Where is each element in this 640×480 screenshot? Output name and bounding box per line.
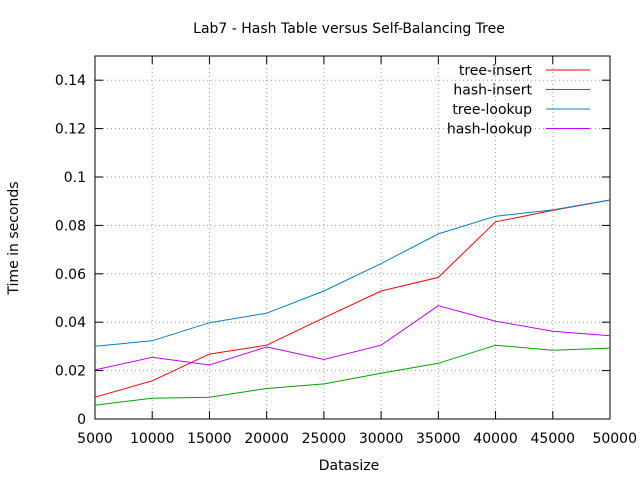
series-line-hash-insert bbox=[94, 344, 611, 406]
series-line-tree-insert bbox=[94, 199, 611, 398]
series-line-hash-lookup bbox=[94, 305, 611, 371]
x-tick-label: 5000 bbox=[77, 431, 113, 447]
x-tick-label: 20000 bbox=[244, 431, 289, 447]
x-tick-label: 25000 bbox=[302, 431, 347, 447]
x-tick-label: 50000 bbox=[592, 431, 637, 447]
series-lines bbox=[94, 199, 611, 406]
y-tick-label: 0.06 bbox=[55, 267, 86, 283]
y-tick-label: 0 bbox=[77, 412, 86, 428]
x-tick-label: 30000 bbox=[359, 431, 404, 447]
y-tick-label: 0.1 bbox=[64, 170, 86, 186]
x-tick-label: 15000 bbox=[187, 431, 232, 447]
y-tick-label: 0.04 bbox=[55, 315, 86, 331]
series-line-tree-lookup bbox=[94, 199, 611, 347]
legend-label: hash-lookup bbox=[447, 122, 532, 138]
legend-label: hash-insert bbox=[453, 83, 532, 99]
y-tick-label: 0.02 bbox=[55, 364, 86, 380]
y-tick-label: 0.12 bbox=[55, 122, 86, 138]
y-axis-label: Time in seconds bbox=[6, 181, 22, 295]
chart-title: Lab7 - Hash Table versus Self-Balancing … bbox=[193, 21, 505, 37]
ticks bbox=[94, 56, 611, 420]
x-tick-label: 40000 bbox=[473, 431, 518, 447]
x-tick-labels: 5000 10000 15000 20000 25000 30000 35000 40000 4… bbox=[77, 431, 637, 447]
y-tick-labels: 0 0.02 0.04 0.06 0.08 0.1 0.12 0.14 bbox=[55, 73, 86, 428]
x-tick-label: 10000 bbox=[130, 431, 175, 447]
legend-label: tree-lookup bbox=[452, 102, 532, 118]
x-tick-label: 45000 bbox=[531, 431, 576, 447]
plot-frame bbox=[94, 55, 611, 420]
y-tick-label: 0.08 bbox=[55, 218, 86, 234]
x-tick-label: 35000 bbox=[416, 431, 461, 447]
y-tick-label: 0.14 bbox=[55, 73, 86, 89]
legend-label: tree-insert bbox=[459, 63, 533, 79]
legend: tree-insert hash-insert tree-lookup hash-lo… bbox=[447, 63, 590, 138]
grid bbox=[95, 56, 610, 419]
x-axis-label: Datasize bbox=[319, 458, 380, 474]
